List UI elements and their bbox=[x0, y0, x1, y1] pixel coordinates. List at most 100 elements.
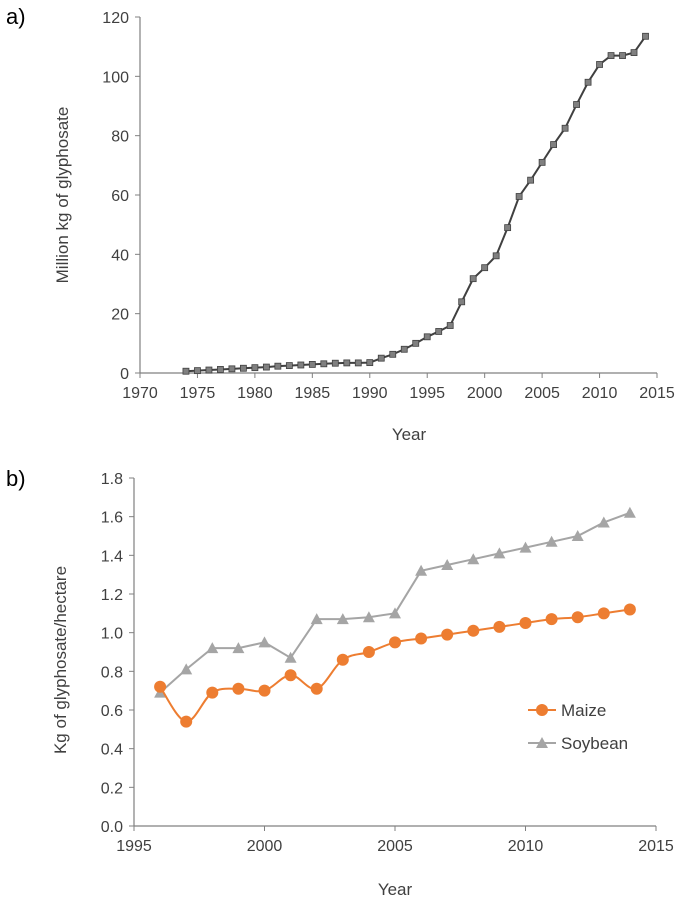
panel-b-ticks: 1995 2000 2005 2010 2015 0.0 0.2 0.4 0.6 0.8 1.0 1.… bbox=[101, 471, 674, 855]
glyphosate-use-point bbox=[182, 367, 190, 375]
glyphosate-use-point bbox=[251, 364, 259, 372]
glyphosate-use-point bbox=[297, 361, 305, 369]
x-tick-label: 2015 bbox=[638, 838, 674, 855]
soybean-point bbox=[180, 663, 193, 675]
glyphosate-use-point bbox=[205, 366, 213, 374]
glyphosate-use-point bbox=[607, 52, 615, 59]
panel-a-series bbox=[182, 32, 649, 375]
x-tick-label: 1995 bbox=[409, 385, 445, 402]
x-tick-label: 2010 bbox=[582, 385, 618, 402]
y-tick-label: 40 bbox=[111, 247, 129, 264]
glyphosate-use-point bbox=[377, 354, 385, 362]
glyphosate-use-point bbox=[285, 362, 293, 369]
glyphosate-use-point bbox=[561, 124, 569, 132]
glyphosate-use-point bbox=[504, 224, 512, 232]
x-tick-label: 2010 bbox=[508, 838, 544, 855]
panel-a-chart: a) Year Million kg of glyphosate 1970 197… bbox=[6, 4, 675, 444]
maize-point bbox=[389, 636, 401, 649]
panel-b-legend: Maize Soybean bbox=[528, 701, 628, 753]
y-tick-label: 0.2 bbox=[101, 780, 123, 797]
maize-point bbox=[571, 611, 584, 624]
panel-b-chart: b) Year Kg of glyphosate/hectare 1995 200… bbox=[6, 466, 674, 899]
glyphosate-use-point bbox=[194, 367, 201, 375]
legend-soybean-marker bbox=[536, 737, 548, 748]
glyphosate-use-point bbox=[320, 360, 328, 368]
x-tick-label: 1970 bbox=[122, 385, 158, 402]
x-tick-label: 1985 bbox=[295, 385, 331, 402]
glyphosate-use-point bbox=[262, 363, 270, 371]
glyphosate-use-point bbox=[584, 78, 592, 86]
glyphosate-use-point bbox=[458, 298, 466, 306]
panel-a-ticks: 1970 1975 1980 1985 1990 1995 2000 2005 2010 2015… bbox=[102, 10, 675, 402]
glyphosate-use-point bbox=[228, 365, 236, 373]
y-tick-label: 1.0 bbox=[101, 626, 123, 643]
x-tick-label: 2000 bbox=[467, 385, 503, 402]
y-tick-label: 1.8 bbox=[101, 471, 123, 488]
y-tick-label: 80 bbox=[111, 129, 129, 146]
soybean-point bbox=[545, 535, 558, 547]
maize-point bbox=[154, 680, 167, 693]
glyphosate-use-point bbox=[515, 193, 523, 200]
glyphosate-use-point bbox=[239, 364, 247, 372]
x-tick-label: 1975 bbox=[180, 385, 216, 402]
glyphosate-use-point bbox=[354, 359, 362, 367]
soybean-line bbox=[159, 511, 631, 694]
legend-maize-marker bbox=[536, 704, 548, 716]
x-tick-label: 1990 bbox=[352, 385, 388, 402]
legend-soybean-label: Soybean bbox=[561, 734, 628, 753]
glyphosate-use-point bbox=[217, 366, 224, 373]
soybean-point bbox=[389, 607, 401, 619]
y-tick-label: 0 bbox=[120, 366, 129, 383]
maize-point bbox=[519, 617, 532, 629]
glyphosate-use-point bbox=[274, 362, 282, 370]
glyphosate-use-point bbox=[400, 345, 408, 353]
glyphosate-use-point bbox=[538, 158, 546, 166]
legend-item-soybean: Soybean bbox=[528, 734, 628, 753]
soybean-point bbox=[467, 553, 480, 565]
panel-a-label: a) bbox=[6, 4, 26, 29]
glyphosate-use-line bbox=[185, 35, 647, 373]
maize-point bbox=[415, 632, 428, 645]
x-tick-label: 1980 bbox=[237, 385, 273, 402]
glyphosate-use-point bbox=[619, 52, 626, 59]
soybean-point bbox=[206, 642, 219, 654]
soybean-point bbox=[519, 541, 532, 553]
soybean-point bbox=[310, 613, 323, 625]
glyphosate-use-point bbox=[343, 359, 351, 367]
y-tick-label: 1.6 bbox=[101, 510, 123, 527]
glyphosate-use-point bbox=[331, 359, 339, 367]
panel-b-series bbox=[154, 506, 636, 728]
soybean-point bbox=[597, 516, 610, 528]
x-tick-label: 2015 bbox=[639, 385, 675, 402]
panel-b-y-axis-title: Kg of glyphosate/hectare bbox=[51, 566, 70, 754]
x-tick-label: 2000 bbox=[247, 838, 283, 855]
soybean-point bbox=[441, 559, 454, 570]
glyphosate-use-point bbox=[630, 49, 638, 56]
soybean-point bbox=[571, 530, 584, 541]
panel-a-x-axis-title: Year bbox=[392, 425, 427, 444]
y-tick-label: 1.4 bbox=[101, 548, 123, 565]
panel-b-label: b) bbox=[6, 466, 26, 491]
x-tick-label: 2005 bbox=[377, 838, 413, 855]
glyphosate-use-point bbox=[469, 275, 477, 283]
y-tick-label: 0.6 bbox=[101, 703, 123, 720]
soybean-point bbox=[284, 651, 297, 663]
soybean-point bbox=[258, 636, 271, 648]
maize-point bbox=[623, 603, 636, 616]
maize-point bbox=[232, 682, 245, 695]
x-tick-label: 1995 bbox=[116, 838, 152, 855]
glyphosate-use-point bbox=[446, 322, 454, 329]
soybean-point bbox=[415, 564, 428, 576]
maize-point bbox=[336, 653, 349, 666]
maize-point bbox=[180, 715, 193, 728]
y-tick-label: 100 bbox=[102, 69, 129, 86]
glyphosate-use-point bbox=[423, 333, 431, 341]
y-tick-label: 120 bbox=[102, 10, 129, 27]
y-tick-label: 0.4 bbox=[101, 742, 123, 759]
x-tick-label: 2005 bbox=[524, 385, 560, 402]
maize-point bbox=[284, 669, 297, 682]
maize-point bbox=[362, 646, 375, 658]
y-tick-label: 0.0 bbox=[101, 819, 123, 836]
maize-point bbox=[206, 686, 219, 699]
